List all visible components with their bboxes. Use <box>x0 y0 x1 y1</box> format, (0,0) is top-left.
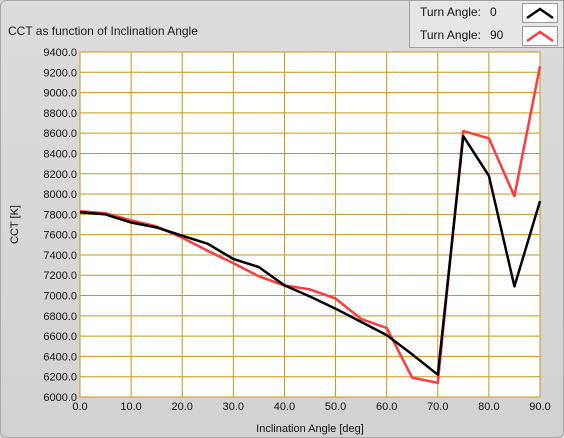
x-tick-label: 0.0 <box>72 401 87 413</box>
y-tick-label: 8000.0 <box>43 189 77 201</box>
y-tick-label: 9400.0 <box>43 47 77 59</box>
y-tick-label: 6800.0 <box>43 311 77 323</box>
legend-value: 0 <box>490 5 497 19</box>
y-tick-label: 8800.0 <box>43 108 77 120</box>
y-tick-label: 7400.0 <box>43 250 77 262</box>
x-tick-label: 30.0 <box>223 401 244 413</box>
legend-label: Turn Angle: <box>420 5 481 19</box>
legend: Turn Angle: 0 Turn Angle: 90 <box>409 0 564 48</box>
y-tick-label: 8400.0 <box>43 148 77 160</box>
legend-item-turn-90: Turn Angle: 90 <box>410 24 563 46</box>
y-tick-label: 8600.0 <box>43 128 77 140</box>
legend-label: Turn Angle: <box>420 28 481 42</box>
y-tick-label: 9200.0 <box>43 67 77 79</box>
y-tick-label: 7800.0 <box>43 209 77 221</box>
y-tick-label: 6000.0 <box>43 392 77 404</box>
legend-swatch-red <box>522 26 558 46</box>
plot-background <box>79 51 541 398</box>
x-tick-label: 50.0 <box>325 401 346 413</box>
legend-item-turn-0: Turn Angle: 0 <box>410 1 563 23</box>
y-axis-label: CCT [K] <box>9 205 21 244</box>
y-tick-label: 7200.0 <box>43 270 77 282</box>
y-tick-label: 7600.0 <box>43 230 77 242</box>
x-axis-label: Inclination Angle [deg] <box>256 423 364 435</box>
y-tick-label: 9000.0 <box>43 88 77 100</box>
y-tick-label: 6400.0 <box>43 351 77 363</box>
legend-value: 90 <box>490 28 504 42</box>
x-tick-label: 90.0 <box>529 401 550 413</box>
series-line-turn-0 <box>79 134 542 376</box>
y-tick-label: 6600.0 <box>43 331 77 343</box>
x-tick-label: 40.0 <box>274 401 295 413</box>
chart-title: CCT as function of Inclination Angle <box>8 24 198 38</box>
legend-swatch-black <box>522 3 558 23</box>
x-tick-label: 20.0 <box>172 401 193 413</box>
x-tick-label: 70.0 <box>427 401 448 413</box>
y-tick-label: 6200.0 <box>43 372 77 384</box>
x-tick-label: 80.0 <box>478 401 499 413</box>
y-tick-label: 7000.0 <box>43 291 77 303</box>
x-tick-label: 60.0 <box>376 401 397 413</box>
y-tick-label: 8200.0 <box>43 169 77 181</box>
x-tick-label: 10.0 <box>120 401 141 413</box>
